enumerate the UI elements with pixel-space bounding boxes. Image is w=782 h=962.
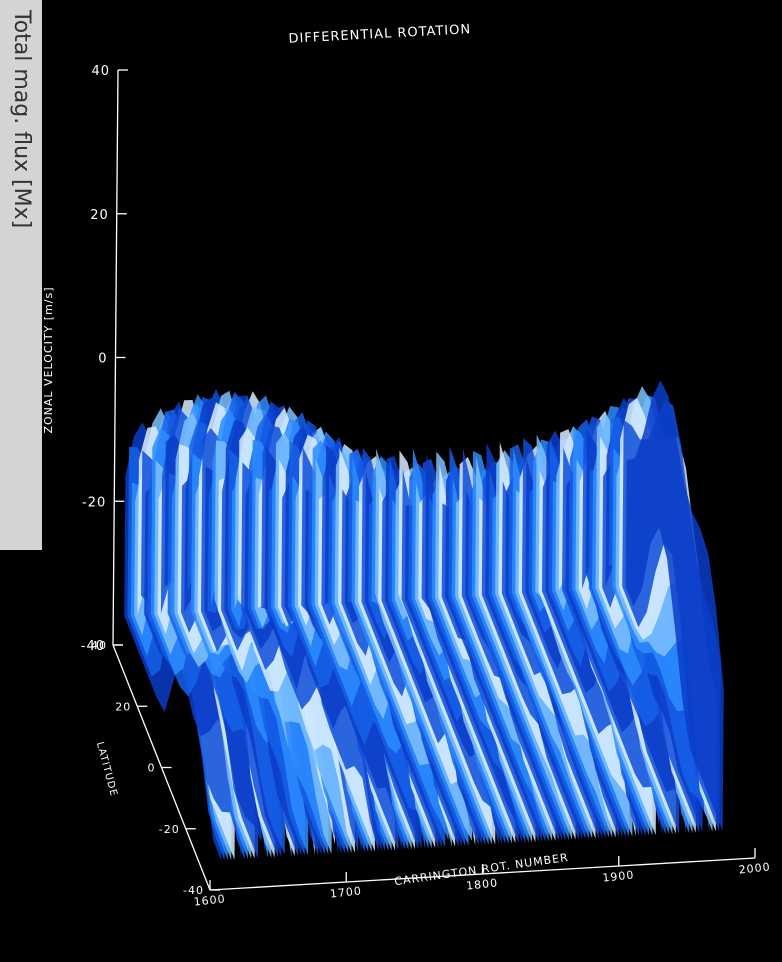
z-tick-label: 0 <box>98 352 107 367</box>
z-tick-label: 40 <box>91 64 110 79</box>
y-tick-label: -40 <box>183 884 204 897</box>
z-axis-label: ZONAL VELOCITY [m/s] <box>42 286 55 433</box>
z-tick-label: -40 <box>81 639 105 654</box>
side-label: Total mag. flux [Mx] <box>9 10 34 228</box>
side-panel: Total mag. flux [Mx] <box>0 0 42 550</box>
screenshot: DIFFERENTIAL ROTATION ZONAL VELOCITY [m/… <box>0 0 782 962</box>
z-tick-label: 20 <box>90 208 109 223</box>
chart: DIFFERENTIAL ROTATION ZONAL VELOCITY [m/… <box>0 0 782 962</box>
y-tick-label: 20 <box>115 700 131 713</box>
z-tick-label: -20 <box>82 495 106 510</box>
y-tick-label: 0 <box>148 762 156 775</box>
y-tick-label: -20 <box>159 823 180 836</box>
